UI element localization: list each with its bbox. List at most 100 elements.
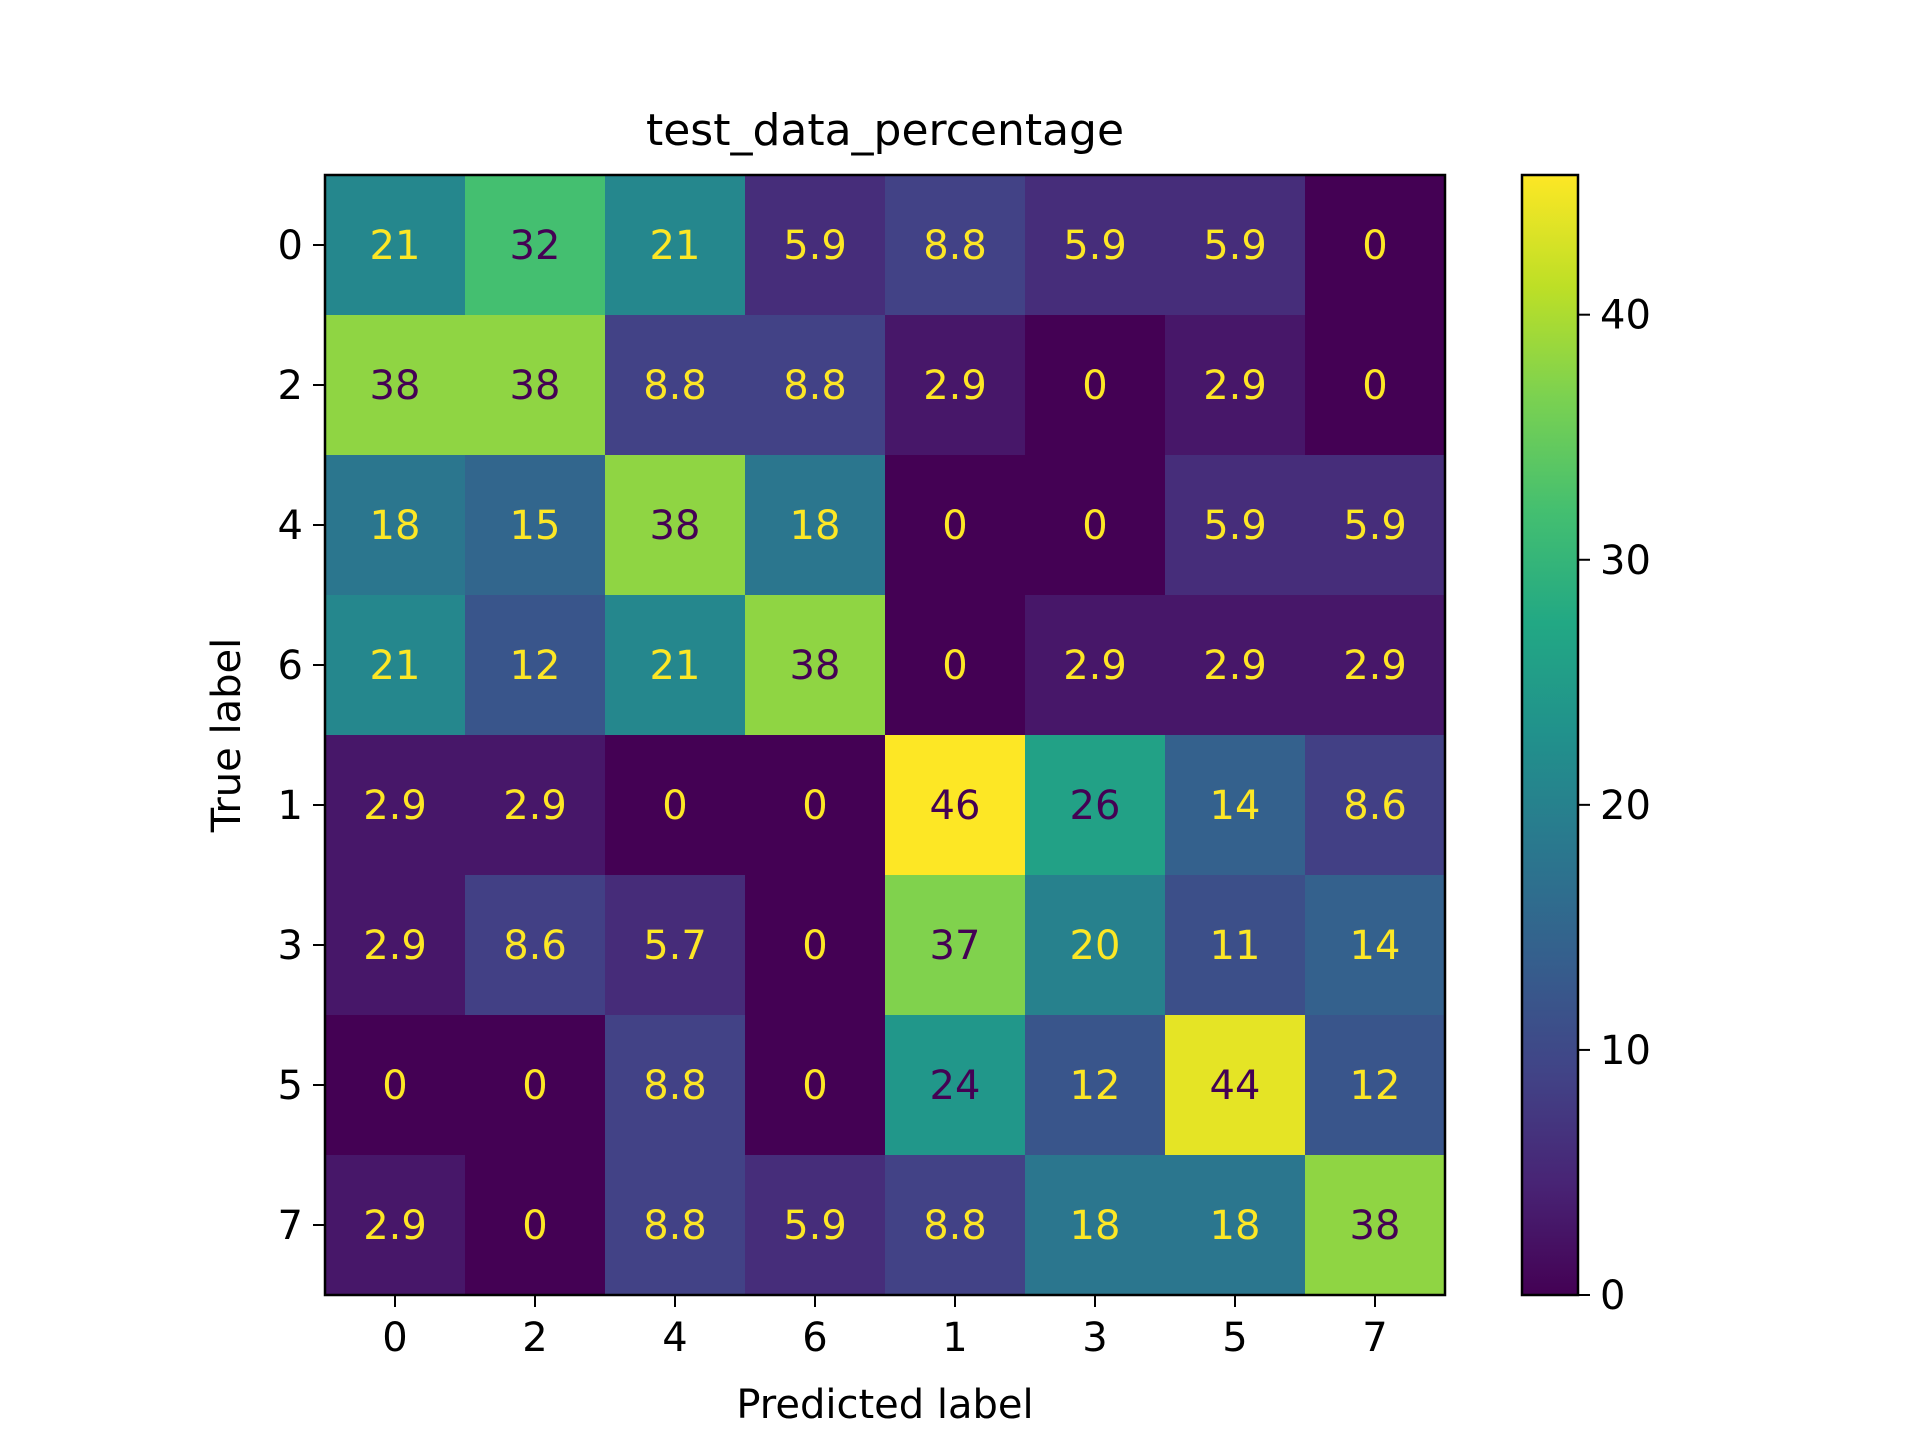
- heatmap-cell: [605, 315, 746, 456]
- cell-value-label: 0: [1362, 223, 1387, 269]
- heatmap-cell: [1025, 875, 1166, 1016]
- heatmap-cell: [745, 175, 886, 316]
- heatmap-cell: [1305, 1015, 1446, 1156]
- cell-value-label: 0: [1082, 503, 1107, 549]
- y-tick-label: 1: [278, 783, 303, 829]
- y-axis: 0 2 4 6 1 3 5 7: [278, 223, 325, 1249]
- cell-value-label: 21: [370, 643, 421, 689]
- y-axis-label: True label: [204, 638, 250, 833]
- cell-value-label: 8.8: [643, 363, 707, 409]
- cell-value-label: 12: [1070, 1063, 1121, 1109]
- cell-value-label: 21: [650, 643, 701, 689]
- cell-value-label: 8.8: [923, 1203, 987, 1249]
- cell-value-label: 8.8: [923, 223, 987, 269]
- heatmap-cell: [1305, 175, 1446, 316]
- heatmap-cell: [605, 1155, 746, 1296]
- heatmap-cell: [1305, 735, 1446, 876]
- colorbar-tick-label: 10: [1600, 1028, 1651, 1074]
- heatmap-cell: [1305, 315, 1446, 456]
- heatmap-cell: [885, 1015, 1026, 1156]
- x-tick-label: 6: [802, 1315, 827, 1361]
- heatmap-cell: [605, 875, 746, 1016]
- cell-value-label: 18: [1070, 1203, 1121, 1249]
- cell-value-label: 21: [650, 223, 701, 269]
- cell-value-label: 0: [522, 1063, 547, 1109]
- cell-value-label: 0: [802, 923, 827, 969]
- heatmap-cell: [325, 875, 466, 1016]
- cell-value-label: 8.8: [643, 1063, 707, 1109]
- cell-value-label: 18: [370, 503, 421, 549]
- cell-value-label: 8.6: [503, 923, 567, 969]
- heatmap-cell: [605, 175, 746, 316]
- heatmap-cell: [605, 595, 746, 736]
- cell-value-label: 38: [510, 363, 561, 409]
- heatmap-cell: [465, 735, 606, 876]
- heatmap-cell: [1165, 315, 1306, 456]
- heatmap-cell: [1305, 1155, 1446, 1296]
- y-tick-label: 7: [278, 1203, 303, 1249]
- plot-frame: [323, 173, 1447, 1297]
- x-tick-label: 5: [1222, 1315, 1247, 1361]
- cell-value-label: 0: [942, 643, 967, 689]
- colorbar-tick-label: 40: [1600, 293, 1651, 339]
- y-tick-label: 6: [278, 643, 303, 689]
- cell-value-label: 0: [662, 783, 687, 829]
- colorbar-ticks: 0 10 20 30 40: [1578, 293, 1651, 1319]
- cell-value-label: 18: [1210, 1203, 1261, 1249]
- cell-value-label: 0: [1362, 363, 1387, 409]
- colorbar-tick-label: 0: [1600, 1273, 1625, 1319]
- cell-value-label: 0: [382, 1063, 407, 1109]
- cell-value-label: 0: [942, 503, 967, 549]
- cell-value-label: 38: [650, 503, 701, 549]
- colorbar-tick-label: 30: [1600, 538, 1651, 584]
- cell-value-label: 2.9: [363, 1203, 427, 1249]
- heatmap-cell: [1165, 595, 1306, 736]
- cell-value-label: 20: [1070, 923, 1121, 969]
- heatmap-cell: [605, 455, 746, 596]
- cell-value-label: 14: [1350, 923, 1401, 969]
- heatmap-cell: [465, 875, 606, 1016]
- heatmap-cell: [885, 175, 1026, 316]
- heatmap-cell: [1025, 175, 1166, 316]
- heatmap-cell: [605, 735, 746, 876]
- heatmap-cell: [1025, 315, 1166, 456]
- heatmap-cell: [325, 1015, 466, 1156]
- cell-value-label: 2.9: [503, 783, 567, 829]
- y-tick-label: 0: [278, 223, 303, 269]
- heatmap-cell: [325, 595, 466, 736]
- heatmap-cell: [1165, 1155, 1306, 1296]
- cell-value-label: 5.9: [1203, 503, 1267, 549]
- x-tick-label: 3: [1082, 1315, 1107, 1361]
- x-tick-label: 7: [1362, 1315, 1387, 1361]
- cell-value-label: 8.8: [643, 1203, 707, 1249]
- cell-value-label: 2.9: [1203, 643, 1267, 689]
- heatmap-cell: [325, 315, 466, 456]
- heatmap-cell: [465, 315, 606, 456]
- heatmap-cell-labels: 21 32 21 5.9 8.8 5.9 5.9 0 38 38 8.8 8.8 2.9 0 2.9 0 18 1…: [363, 223, 1407, 1249]
- cell-value-label: 2.9: [363, 923, 427, 969]
- x-tick-label: 0: [382, 1315, 407, 1361]
- cell-value-label: 26: [1070, 783, 1121, 829]
- x-tick-label: 1: [942, 1315, 967, 1361]
- heatmap-cell: [465, 1015, 606, 1156]
- heatmap-cells: [325, 175, 1446, 1296]
- heatmap-cell: [885, 455, 1026, 596]
- x-axis: 0 2 4 6 1 3 5 7: [382, 1295, 1388, 1361]
- cell-value-label: 5.9: [1203, 223, 1267, 269]
- heatmap-cell: [885, 595, 1026, 736]
- heatmap-cell: [465, 175, 606, 316]
- cell-value-label: 8.6: [1343, 783, 1407, 829]
- x-tick-label: 2: [522, 1315, 547, 1361]
- cell-value-label: 2.9: [923, 363, 987, 409]
- cell-value-label: 11: [1210, 923, 1261, 969]
- heatmap-cell: [605, 1015, 746, 1156]
- heatmap-cell: [885, 315, 1026, 456]
- heatmap-cell: [1165, 1015, 1306, 1156]
- cell-value-label: 38: [370, 363, 421, 409]
- heatmap-cell: [1165, 735, 1306, 876]
- heatmap-cell: [745, 1155, 886, 1296]
- heatmap-cell: [885, 1155, 1026, 1296]
- cell-value-label: 2.9: [1203, 363, 1267, 409]
- heatmap-cell: [465, 455, 606, 596]
